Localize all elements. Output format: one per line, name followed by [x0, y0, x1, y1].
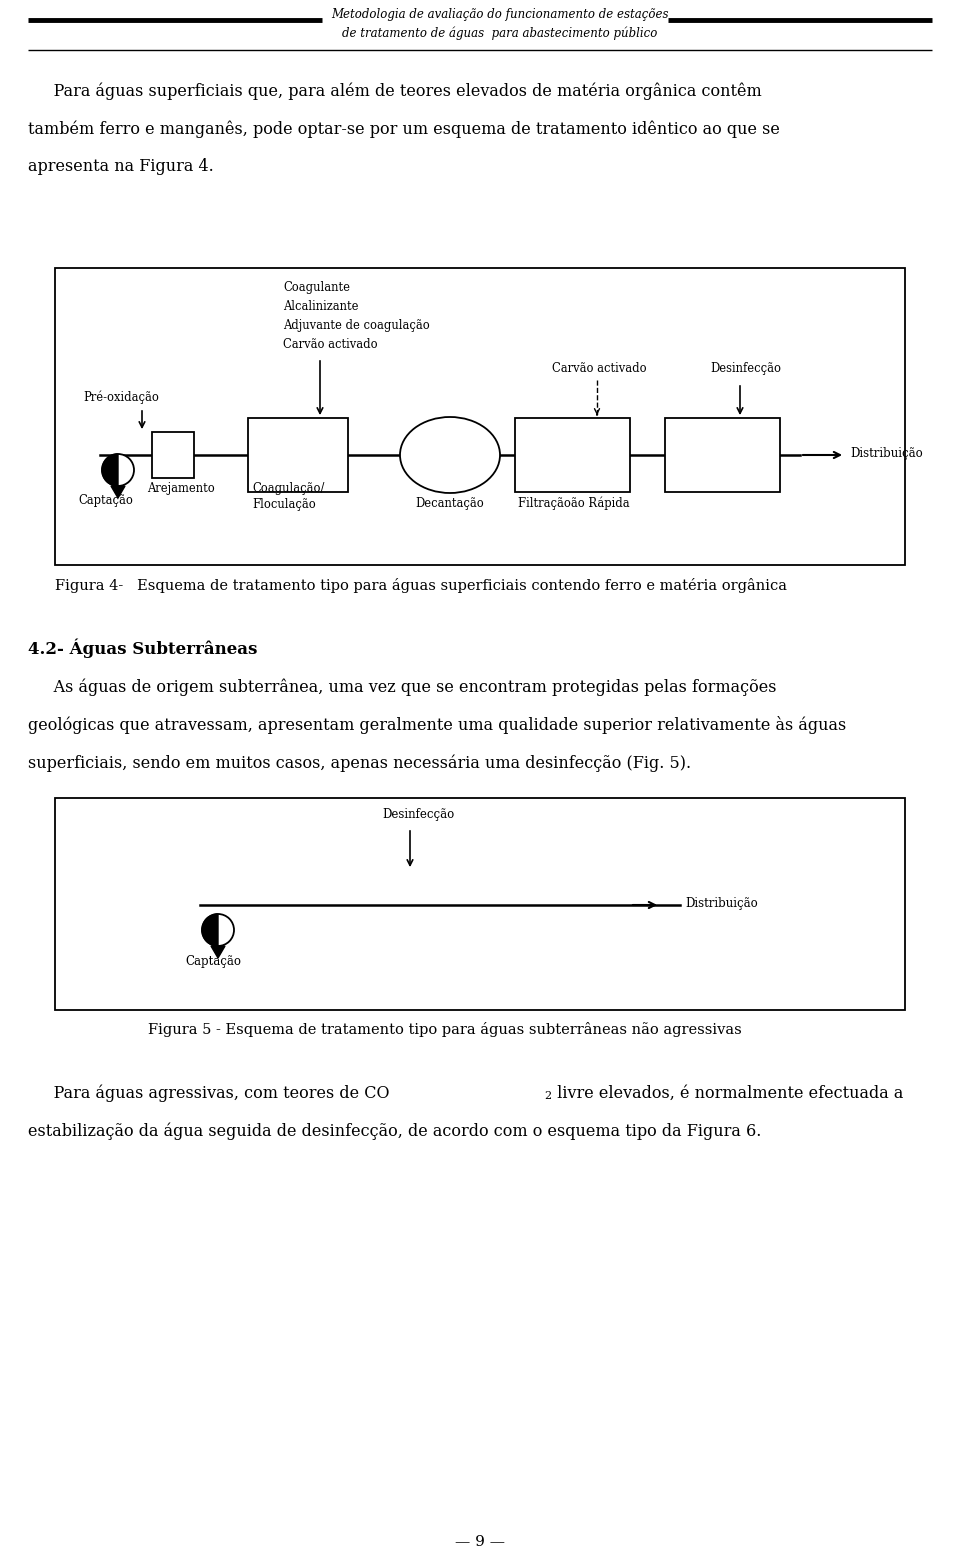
Text: — 9 —: — 9 — [455, 1535, 505, 1549]
Bar [55, 799, 905, 1010]
Text: Para águas superficiais que, para além de teores elevados de matéria orgânica co: Para águas superficiais que, para além d… [28, 82, 761, 99]
Polygon shape [111, 486, 125, 497]
Text: Alcalinizante: Alcalinizante [283, 300, 358, 312]
Text: Arejamento: Arejamento [147, 482, 215, 496]
Text: Carvão activado: Carvão activado [283, 339, 377, 351]
Text: Pré-oxidação: Pré-oxidação [83, 390, 158, 404]
Text: Captação: Captação [185, 956, 241, 968]
Text: Figura 4-   Esquema de tratamento tipo para águas superficiais contendo ferro e : Figura 4- Esquema de tratamento tipo par… [55, 578, 787, 594]
Text: Desinfecção: Desinfecção [710, 362, 781, 375]
Text: estabilização da água seguida de desinfecção, de acordo com o esquema tipo da Fi: estabilização da água seguida de desinfe… [28, 1124, 761, 1141]
Text: livre elevados, é normalmente efectuada a: livre elevados, é normalmente efectuada … [552, 1085, 903, 1102]
Circle shape [202, 914, 234, 946]
Text: superficiais, sendo em muitos casos, apenas necessária uma desinfecção (Fig. 5).: superficiais, sendo em muitos casos, ape… [28, 754, 691, 771]
Text: Decantação: Decantação [415, 497, 484, 510]
Text: apresenta na Figura 4.: apresenta na Figura 4. [28, 159, 214, 176]
Text: geológicas que atravessam, apresentam geralmente uma qualidade superior relativa: geológicas que atravessam, apresentam ge… [28, 716, 847, 733]
Text: Coagulante: Coagulante [283, 281, 350, 294]
Text: Distribuição: Distribuição [850, 448, 923, 460]
Text: Para águas agressivas, com teores de CO: Para águas agressivas, com teores de CO [28, 1085, 390, 1102]
Bar [665, 418, 780, 493]
Text: 4.2- Águas Subterrâneas: 4.2- Águas Subterrâneas [28, 639, 257, 657]
Text: 2: 2 [544, 1091, 551, 1100]
Text: Metodologia de avaliação do funcionamento de estações: Metodologia de avaliação do funcionament… [331, 8, 669, 22]
Text: Distribuição: Distribuição [685, 897, 757, 911]
Bar [55, 267, 905, 566]
Text: Captação: Captação [78, 494, 132, 507]
Text: Floculação: Floculação [252, 497, 316, 511]
Ellipse shape [400, 416, 500, 493]
Text: de tratamento de águas  para abastecimento público: de tratamento de águas para abasteciment… [343, 26, 658, 39]
Text: Desinfecção: Desinfecção [382, 808, 454, 821]
Text: Adjuvante de coagulação: Adjuvante de coagulação [283, 319, 430, 333]
Text: Coagulação/: Coagulação/ [252, 482, 324, 496]
Circle shape [102, 454, 134, 486]
Text: As águas de origem subterrânea, uma vez que se encontram protegidas pelas formaç: As águas de origem subterrânea, uma vez … [28, 678, 777, 696]
Text: Carvão activado: Carvão activado [552, 362, 647, 375]
Bar [152, 432, 194, 479]
Bar [248, 418, 348, 493]
Text: também ferro e manganês, pode optar-se por um esquema de tratamento idêntico ao : também ferro e manganês, pode optar-se p… [28, 120, 780, 137]
Text: Filtraçãoão Rápida: Filtraçãoão Rápida [518, 497, 630, 511]
Wedge shape [102, 454, 118, 486]
Wedge shape [202, 914, 218, 946]
Bar [515, 418, 630, 493]
Text: Figura 5 - Esquema de tratamento tipo para águas subterrâneas não agressivas: Figura 5 - Esquema de tratamento tipo pa… [148, 1023, 742, 1037]
Polygon shape [211, 946, 225, 957]
